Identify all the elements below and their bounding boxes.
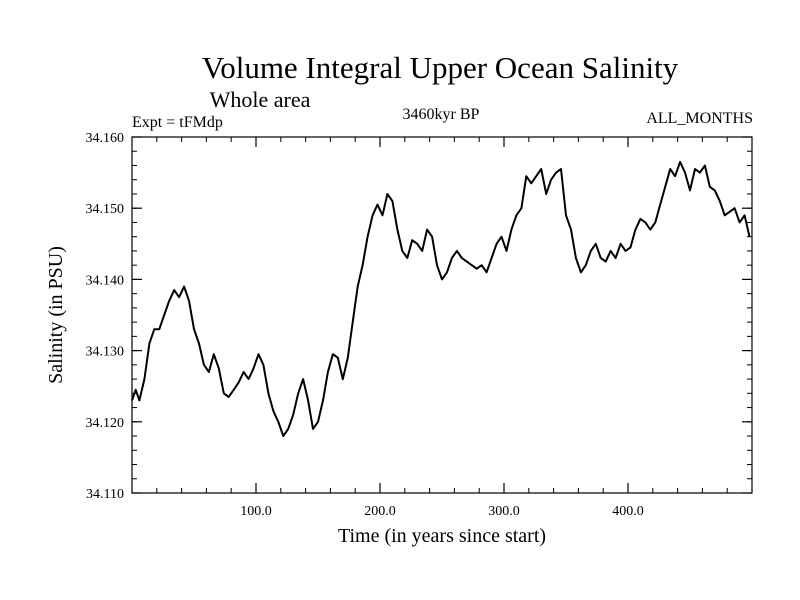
x-tick-label: 200.0 — [364, 504, 396, 519]
y-tick-label: 34.150 — [86, 202, 125, 217]
x-axis-ticks: 100.0 200.0 300.0 400.0 — [156, 137, 728, 519]
salinity-series-line — [131, 160, 751, 437]
y-axis-title: Salinity (in PSU) — [45, 246, 67, 384]
y-axis-ticks: 34.110 34.120 34.130 34.140 34.150 34.160 — [86, 131, 752, 502]
y-tick-label: 34.120 — [86, 416, 125, 431]
y-tick-label: 34.140 — [86, 273, 125, 288]
y-tick-label: 34.110 — [86, 487, 124, 502]
plot-frame — [131, 136, 753, 494]
period-label: 3460kyr BP — [403, 106, 480, 123]
experiment-label: Expt = tFMdp — [132, 114, 223, 131]
x-axis-title: Time (in years since start) — [338, 525, 546, 547]
months-label: ALL_MONTHS — [646, 110, 753, 127]
y-tick-label: 34.160 — [86, 131, 125, 146]
chart-title: Volume Integral Upper Ocean Salinity — [202, 50, 679, 85]
x-tick-label: 100.0 — [240, 504, 272, 519]
chart-subtitle: Whole area — [210, 87, 311, 112]
x-tick-label: 400.0 — [612, 504, 644, 519]
y-tick-label: 34.130 — [86, 345, 125, 360]
x-tick-label: 300.0 — [488, 504, 520, 519]
